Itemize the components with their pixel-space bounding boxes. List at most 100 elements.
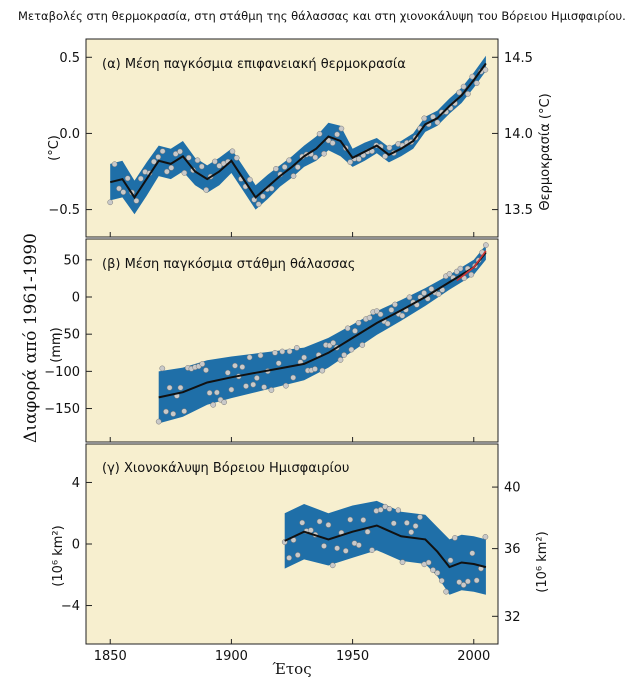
x-tick-label: 1850 — [94, 649, 127, 664]
annual-point — [425, 559, 432, 566]
annual-point — [316, 131, 323, 137]
annual-point — [111, 161, 118, 168]
annual-point — [206, 390, 213, 396]
annual-point — [399, 559, 406, 566]
annual-point — [286, 555, 292, 561]
annual-point — [283, 382, 289, 389]
annual-point — [355, 320, 362, 326]
annual-point — [268, 387, 275, 393]
y2-tick-label: 36 — [504, 542, 521, 557]
plot-layer — [107, 55, 489, 595]
annual-point — [163, 408, 169, 415]
annual-point — [342, 548, 349, 554]
annual-point — [348, 346, 355, 353]
annual-point — [434, 570, 441, 576]
annual-point — [334, 545, 340, 552]
annual-point — [428, 286, 435, 292]
annual-point — [347, 159, 354, 165]
y-tick-label: −150 — [44, 402, 80, 417]
panel-a-title: (α) Μέση παγκόσμια επιφανειακή θερμοκρασ… — [102, 57, 406, 72]
annual-point — [250, 381, 257, 388]
annual-point — [329, 562, 336, 569]
panel-b-ylabel: (mm) — [49, 327, 64, 362]
annual-point — [337, 357, 344, 363]
annual-point — [465, 91, 471, 97]
annual-point — [473, 80, 480, 87]
panel-c-y2label: (10⁶ km²) — [535, 531, 550, 592]
annual-point — [243, 383, 249, 389]
x-tick-label: 2000 — [457, 649, 490, 664]
panel-c-title: (γ) Χιονοκάλυψη Βόρειου Ημισφαιρίου — [102, 461, 349, 476]
annual-point — [155, 418, 162, 425]
annual-point — [392, 301, 398, 308]
annual-point — [181, 408, 188, 415]
annual-point — [198, 163, 205, 170]
annual-point — [272, 349, 278, 356]
figure-caption: Μεταβολές στη θερμοκρασία, στη στάθμη τη… — [18, 9, 626, 23]
annual-point — [273, 165, 279, 172]
annual-point — [203, 187, 210, 193]
annual-point — [194, 157, 201, 164]
annual-point — [308, 527, 314, 534]
y-tick-label: −4 — [61, 599, 80, 614]
panel-b-smoothed-line — [158, 251, 487, 399]
annual-point — [166, 384, 173, 391]
shared-ylabel: Διαφορά από 1961-1990 — [21, 233, 41, 443]
annual-point — [177, 384, 184, 391]
annual-point — [286, 157, 292, 164]
annual-point — [294, 552, 301, 558]
panel-b-title: (β) Μέση παγκόσμια στάθμη θάλασσας — [102, 257, 355, 272]
annual-point — [316, 518, 323, 525]
annual-point — [430, 567, 436, 573]
annual-point — [408, 529, 415, 535]
annual-point — [366, 314, 373, 321]
annual-point — [388, 307, 395, 313]
annual-point — [460, 582, 467, 588]
y-tick-label: 50 — [63, 253, 80, 268]
y-tick-label: −50 — [53, 328, 80, 343]
annual-point — [172, 151, 179, 157]
annual-point — [386, 506, 393, 512]
annual-point — [359, 342, 366, 348]
annual-point — [421, 290, 427, 296]
annual-point — [116, 185, 122, 192]
annual-point — [399, 312, 406, 319]
y2-tick-label: 13.5 — [504, 203, 533, 218]
annual-point — [373, 308, 380, 314]
annual-point — [406, 294, 413, 301]
annual-point — [312, 366, 318, 372]
panel-b-background — [86, 239, 498, 442]
annual-point — [364, 528, 371, 535]
annual-point — [199, 361, 206, 367]
annual-point — [321, 150, 327, 157]
annual-point — [177, 148, 183, 155]
annual-point — [377, 506, 384, 513]
annual-point — [390, 520, 397, 527]
annual-point — [369, 547, 375, 553]
annual-point — [286, 348, 293, 355]
annual-point — [185, 154, 192, 161]
annual-point — [164, 168, 170, 175]
annual-point — [377, 311, 384, 318]
annual-point — [356, 156, 362, 162]
annual-point — [261, 384, 267, 390]
y2-tick-label: 40 — [504, 481, 521, 496]
annual-point — [159, 365, 166, 372]
annual-point — [469, 73, 476, 80]
panel-a-uncertainty-band — [110, 55, 486, 215]
x-tick-label: 1950 — [336, 649, 369, 664]
annual-point — [170, 411, 177, 417]
annual-point — [275, 360, 282, 367]
panel-a-background — [86, 39, 498, 237]
panel-c-smoothed-line — [284, 524, 487, 569]
panel-a-y2label: Θερμοκρασία (°C) — [538, 93, 553, 210]
y2-tick-label: 14.5 — [504, 51, 533, 66]
annual-point — [137, 175, 144, 182]
annual-point — [155, 154, 162, 160]
annual-point — [120, 189, 127, 195]
annual-point — [246, 354, 253, 361]
annual-point — [293, 345, 300, 351]
annual-point — [325, 522, 332, 528]
panel-b-satellite-line — [456, 250, 487, 282]
